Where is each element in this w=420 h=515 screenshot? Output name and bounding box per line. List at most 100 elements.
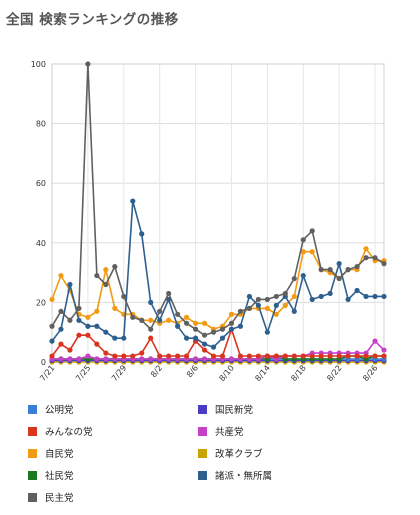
data-point — [58, 272, 64, 279]
data-point — [336, 275, 342, 282]
data-point — [372, 338, 378, 344]
data-point — [273, 293, 279, 300]
data-point — [148, 317, 154, 323]
data-point — [157, 308, 163, 314]
x-tick-label: 8/14 — [253, 364, 271, 384]
data-point — [175, 353, 181, 359]
data-point — [49, 323, 55, 329]
data-point — [85, 61, 91, 67]
data-point — [130, 198, 136, 204]
x-tick-label: 8/2 — [149, 364, 164, 380]
legend-item: 自民党 — [28, 446, 74, 460]
data-point — [76, 332, 82, 338]
data-point — [264, 353, 270, 359]
data-point — [255, 353, 261, 359]
legend-label: 自民党 — [45, 449, 74, 460]
legend-swatch — [28, 404, 37, 414]
data-point — [94, 341, 100, 347]
y-tick-label: 100 — [31, 60, 46, 69]
y-tick-label: 60 — [36, 179, 46, 188]
legend-label: 国民新党 — [215, 405, 254, 416]
data-point — [291, 275, 297, 282]
data-point — [121, 293, 127, 300]
data-point — [219, 353, 226, 359]
data-point — [130, 314, 136, 320]
data-point — [103, 356, 109, 362]
data-point — [291, 308, 297, 314]
legend-item: 国民新党 — [198, 402, 253, 416]
data-point — [67, 281, 73, 288]
legend-item: 社民党 — [28, 468, 74, 482]
data-point — [76, 356, 82, 362]
data-point — [381, 353, 387, 359]
data-point — [166, 290, 172, 297]
plot-frame — [51, 63, 385, 363]
data-point — [363, 293, 369, 300]
data-point — [157, 317, 163, 323]
data-point — [228, 326, 235, 332]
data-point — [309, 353, 315, 359]
data-point — [85, 323, 91, 329]
series-line — [51, 63, 385, 337]
data-point — [327, 353, 333, 359]
data-point — [264, 305, 270, 311]
data-point — [273, 302, 279, 308]
data-point — [309, 296, 315, 303]
data-point — [246, 353, 253, 359]
data-point — [58, 326, 64, 332]
data-point — [282, 302, 288, 308]
data-point — [67, 356, 73, 362]
data-point — [175, 323, 181, 329]
data-point — [309, 249, 315, 255]
data-point — [336, 353, 342, 359]
data-point — [327, 267, 333, 273]
data-point — [58, 341, 64, 347]
x-tick-label: 8/22 — [325, 364, 343, 384]
data-point — [372, 255, 378, 261]
data-point — [354, 353, 360, 359]
data-point — [237, 353, 244, 359]
data-point — [192, 320, 199, 326]
data-point — [201, 356, 208, 362]
data-point — [183, 314, 190, 320]
data-point — [219, 335, 226, 341]
data-point — [139, 317, 145, 323]
data-point — [228, 356, 235, 362]
grid-layer — [51, 63, 385, 363]
data-point — [139, 356, 145, 362]
data-point — [94, 308, 100, 314]
data-point — [327, 290, 333, 297]
data-point — [49, 338, 55, 344]
data-point — [139, 350, 145, 356]
data-point — [130, 353, 136, 359]
legend-swatch — [28, 448, 37, 458]
data-point — [300, 237, 306, 243]
data-point — [49, 296, 55, 303]
data-point — [103, 329, 109, 335]
data-point — [318, 353, 324, 359]
data-point — [291, 293, 297, 300]
data-point — [264, 296, 270, 303]
legend-label: みんなの党 — [45, 427, 93, 438]
data-point — [58, 308, 64, 314]
data-point — [85, 332, 91, 338]
legend-item: 公明党 — [28, 402, 74, 416]
data-point — [139, 231, 145, 237]
data-point — [255, 296, 261, 303]
data-point — [103, 281, 109, 288]
data-point — [183, 353, 190, 359]
data-point — [246, 293, 253, 300]
data-point — [148, 335, 154, 341]
series-layer — [49, 61, 387, 365]
data-point — [148, 299, 154, 305]
data-point — [273, 353, 279, 359]
legend-label: 公明党 — [45, 405, 74, 416]
data-point — [300, 272, 306, 279]
data-point — [183, 335, 190, 341]
data-point — [121, 353, 127, 359]
legend-label: 共産党 — [215, 427, 244, 438]
series-7 — [49, 198, 387, 350]
data-point — [175, 311, 181, 317]
x-tick-label: 7/29 — [110, 364, 128, 384]
